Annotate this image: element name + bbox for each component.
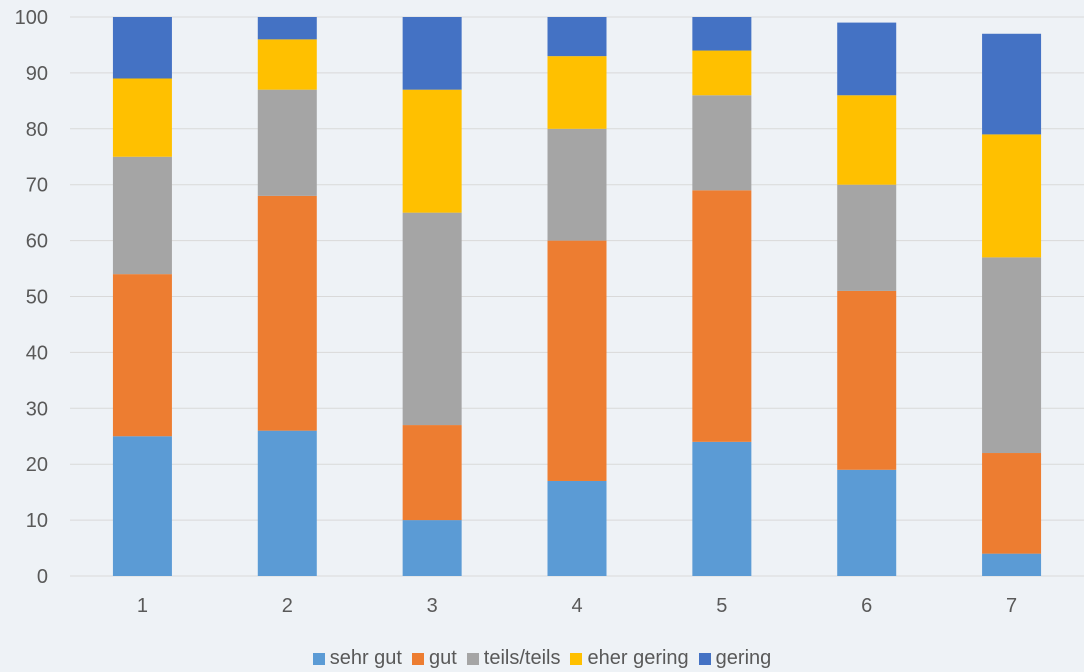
bar-segment xyxy=(837,290,897,470)
bar-segment xyxy=(982,453,1042,554)
x-tick-label: 5 xyxy=(716,595,727,617)
legend: sehr gut gut teils/teils eher gering gering xyxy=(0,647,1084,670)
bar-segment xyxy=(692,50,752,96)
legend-label: teils/teils xyxy=(483,647,561,669)
y-tick-label: 10 xyxy=(26,510,48,532)
bar-segment xyxy=(547,240,607,481)
legend-label: sehr gut xyxy=(329,647,402,669)
bar-segment xyxy=(402,425,462,521)
y-tick-label: 70 xyxy=(26,175,48,197)
x-tick-label: 4 xyxy=(571,595,582,617)
y-tick-label: 80 xyxy=(26,119,48,141)
bar-segment xyxy=(402,212,462,426)
bar-segment xyxy=(837,184,897,291)
legend-swatch xyxy=(698,652,711,665)
bar-segment xyxy=(402,17,462,90)
x-tick-label: 6 xyxy=(861,595,872,617)
bar-segment xyxy=(547,56,607,129)
x-tick-label: 1 xyxy=(137,595,148,617)
legend-swatch xyxy=(312,652,325,665)
bar-segment xyxy=(837,469,897,576)
x-tick-label: 3 xyxy=(427,595,438,617)
legend-item: gut xyxy=(411,647,457,670)
x-tick-label: 2 xyxy=(282,595,293,617)
bar-segment xyxy=(257,89,317,196)
bar-segment xyxy=(547,480,607,576)
y-tick-label: 50 xyxy=(26,287,48,309)
legend-item: teils/teils xyxy=(466,647,561,670)
y-tick-label: 90 xyxy=(26,63,48,85)
bar-segment xyxy=(692,190,752,442)
bar-segment xyxy=(982,134,1042,258)
bars xyxy=(112,17,1042,576)
bar-segment xyxy=(112,78,172,157)
bar-segment xyxy=(837,95,897,185)
legend-item: eher gering xyxy=(570,647,689,670)
plot-svg: 0 10 20 30 40 50 60 70 80 90 100 1 2 3 4 5 6 7 xyxy=(15,7,1084,617)
bar-segment xyxy=(257,430,317,576)
x-tick-label: 7 xyxy=(1006,595,1017,617)
bar-segment xyxy=(112,436,172,576)
y-tick-label: 0 xyxy=(37,566,48,588)
bar-segment xyxy=(837,22,897,96)
legend-item: sehr gut xyxy=(312,647,402,670)
legend-swatch xyxy=(466,652,479,665)
bar-segment xyxy=(402,520,462,576)
bar-segment xyxy=(257,17,317,40)
bar-segment xyxy=(402,89,462,213)
y-tick-label: 20 xyxy=(26,454,48,476)
bar-segment xyxy=(692,95,752,191)
legend-label: gut xyxy=(428,647,457,669)
bar-segment xyxy=(112,156,172,275)
legend-label: gering xyxy=(715,647,772,669)
bar-segment xyxy=(547,128,607,241)
legend-item: gering xyxy=(698,647,772,670)
legend-swatch xyxy=(411,652,424,665)
legend-label: eher gering xyxy=(587,647,689,669)
bar-segment xyxy=(692,17,752,51)
bar-segment xyxy=(982,33,1042,135)
y-tick-label: 30 xyxy=(26,398,48,420)
bar-segment xyxy=(982,553,1042,576)
bar-segment xyxy=(112,274,172,437)
bar-segment xyxy=(547,17,607,57)
y-tick-label: 40 xyxy=(26,342,48,364)
bar-segment xyxy=(257,39,317,90)
bar-segment xyxy=(257,195,317,431)
axes: 0 10 20 30 40 50 60 70 80 90 100 1 2 3 4 5 6 7 xyxy=(15,7,1018,617)
bar-segment xyxy=(692,441,752,576)
bar-segment xyxy=(112,17,172,79)
bar-segment xyxy=(982,257,1042,454)
legend-swatch xyxy=(570,652,583,665)
y-tick-label: 100 xyxy=(15,7,48,29)
y-tick-label: 60 xyxy=(26,231,48,253)
